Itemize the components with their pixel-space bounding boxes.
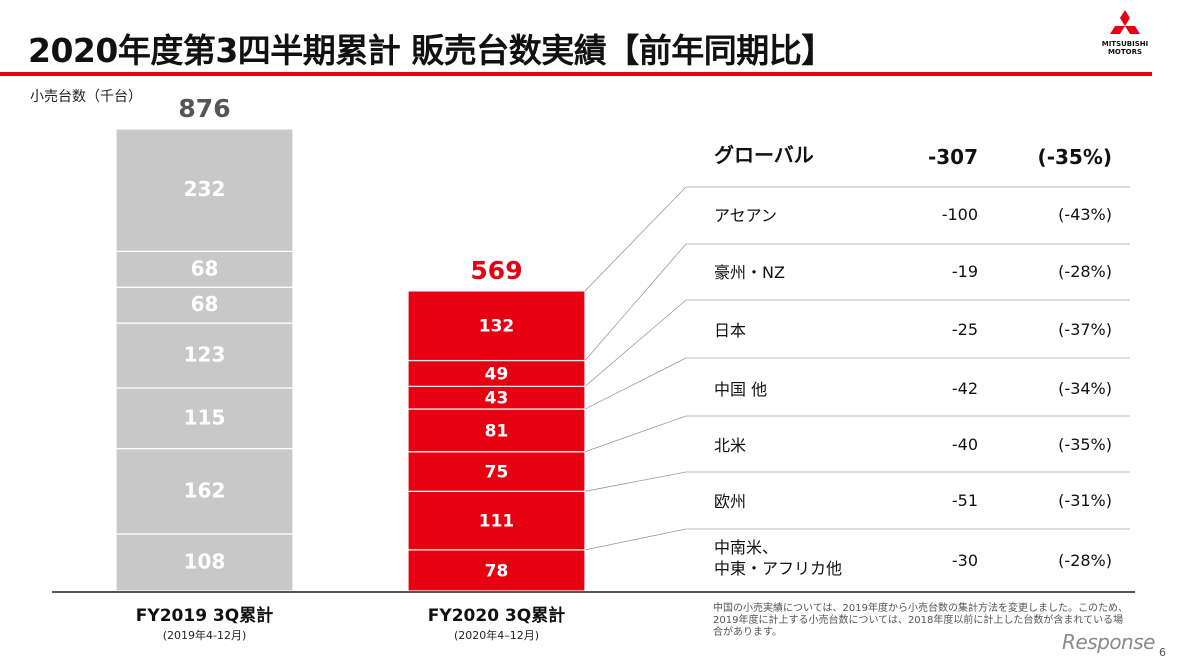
percent-change: (-31%)	[1058, 491, 1112, 510]
logo-text-line2: MOTORS	[1107, 48, 1143, 56]
category-label: FY2020 3Q累計	[428, 605, 565, 626]
bar-segment-label: 78	[485, 561, 509, 581]
region-name: グローバル	[714, 143, 814, 167]
bar-segment	[407, 490, 586, 551]
region-name: 豪州・NZ	[714, 263, 785, 282]
bar-segment-label: 132	[479, 317, 515, 337]
bar-segment-label: 123	[184, 343, 226, 367]
bar-segment	[115, 322, 294, 389]
bar-segment-label: 108	[184, 550, 226, 574]
connector-line	[584, 243, 687, 361]
connector-line	[584, 415, 687, 453]
connector-line	[584, 528, 687, 551]
bar-segment	[115, 250, 294, 288]
page-number: 6	[1159, 646, 1166, 659]
connector-line	[584, 299, 687, 387]
bar-segment-label: 43	[485, 389, 509, 409]
bar-segment-label: 162	[184, 478, 226, 502]
percent-change: (-35%)	[1058, 435, 1112, 454]
bar-segment	[407, 359, 586, 387]
connector-line	[584, 186, 687, 292]
region-name: 北米	[714, 436, 747, 455]
unit-difference: -100	[941, 205, 978, 224]
bar-total-label: 876	[178, 94, 230, 123]
region-name: 中国 他	[714, 380, 768, 399]
bar-segment-label: 232	[184, 177, 226, 201]
page-title: 2020年度第3四半期累計 販売台数実績【前年同期比】	[28, 31, 834, 70]
mitsubishi-motors-logo: MITSUBISHI MOTORS	[1093, 10, 1157, 56]
bar-segment	[407, 549, 586, 592]
three-diamonds-icon	[1110, 10, 1140, 34]
logo-text-line1: MITSUBISHI	[1101, 40, 1149, 48]
percent-change: (-37%)	[1058, 320, 1112, 339]
bar-segment-label: 81	[485, 421, 509, 441]
bar-segment	[115, 448, 294, 535]
percent-change: (-34%)	[1058, 379, 1112, 398]
bar-segment	[115, 533, 294, 592]
bar-total-label: 569	[470, 256, 522, 285]
region-name: 欧州	[714, 492, 747, 511]
percent-change: (-28%)	[1058, 551, 1112, 570]
region-name: 日本	[714, 321, 747, 340]
title-underline	[0, 72, 1152, 76]
bar-segment-label: 115	[184, 405, 226, 429]
category-sublabel: (2019年4-12月)	[163, 628, 247, 642]
unit-difference: -19	[951, 262, 978, 281]
category-label: FY2019 3Q累計	[136, 605, 273, 626]
bar-segment-label: 111	[479, 512, 515, 532]
connector-line	[584, 471, 687, 492]
connector-line	[584, 357, 687, 410]
percent-change: (-28%)	[1058, 262, 1112, 281]
percent-change: (-35%)	[1037, 145, 1112, 169]
bar-segment-label: 75	[485, 463, 509, 483]
footnote: 中国の小売実績については、2019年度から小売台数の集計方法を変更しました。この…	[713, 603, 1128, 638]
bar-segment-label: 68	[191, 256, 219, 280]
response-watermark: Response	[1062, 630, 1155, 654]
unit-difference: -40	[951, 435, 978, 454]
unit-difference: -307	[927, 145, 978, 169]
bar-segment	[407, 290, 586, 362]
bar-segment-label: 49	[485, 364, 509, 384]
bar-segment	[407, 451, 586, 492]
category-sublabel: (2020年4–12月)	[454, 628, 539, 642]
unit-difference: -25	[951, 320, 978, 339]
region-name: 中南米、 中東・アフリカ他	[714, 538, 843, 578]
bar-segment	[115, 387, 294, 450]
unit-difference: -42	[951, 379, 978, 398]
region-name: アセアン	[714, 206, 778, 225]
unit-difference: -51	[951, 491, 978, 510]
percent-change: (-43%)	[1058, 205, 1112, 224]
bar-segment-label: 68	[191, 292, 219, 316]
y-axis-label: 小売台数（千台）	[30, 89, 142, 105]
bar-segment	[115, 128, 294, 252]
unit-difference: -30	[951, 551, 978, 570]
